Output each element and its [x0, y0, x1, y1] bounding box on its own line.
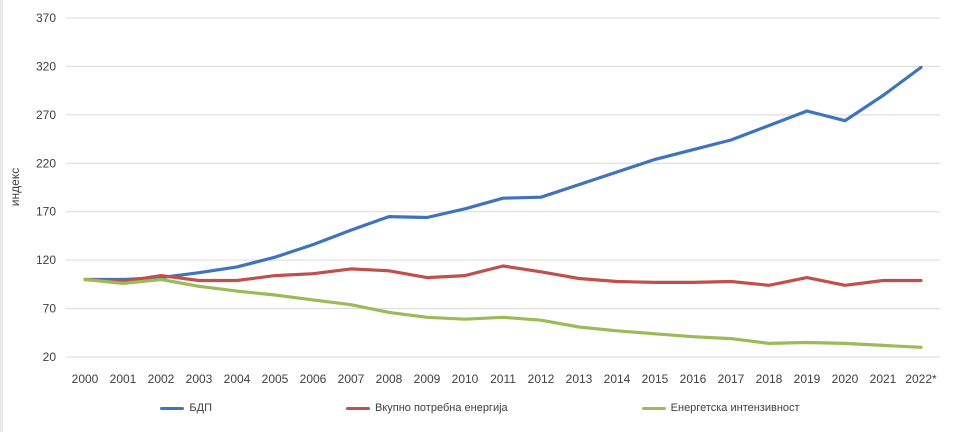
y-tick-label: 20 — [43, 350, 57, 364]
series-line-БДП — [83, 65, 923, 282]
y-tick-label: 270 — [36, 108, 56, 122]
x-tick-label: 2005 — [262, 372, 289, 386]
y-tick-label: 170 — [36, 205, 56, 219]
legend-line-swatch — [160, 406, 185, 410]
x-tick-label: 2013 — [566, 372, 593, 386]
x-tick-label: 2012 — [528, 372, 555, 386]
x-tick-label: 2002 — [148, 372, 175, 386]
y-tick-label: 370 — [36, 11, 56, 25]
y-axis-tick-labels: 370 320 270 220 170 120 70 20 — [36, 11, 56, 364]
legend-item: БДП — [160, 402, 212, 414]
x-tick-label: 2017 — [718, 372, 745, 386]
y-tick-label: 220 — [36, 156, 56, 170]
x-axis-tick-labels: 2000 2001 2002 2003 2004 2005 2006 2007 2008 2009… — [72, 372, 937, 386]
legend-label: Енергетска интензивност — [670, 402, 800, 414]
x-tick-label: 2009 — [414, 372, 441, 386]
series-lines — [83, 65, 923, 349]
y-tick-label: 70 — [43, 302, 57, 316]
x-tick-label: 2004 — [224, 372, 251, 386]
legend-label: Вкупно потребна енергија — [375, 402, 508, 414]
x-tick-label: 2015 — [642, 372, 669, 386]
x-tick-label: 2001 — [110, 372, 137, 386]
x-tick-label: 2014 — [604, 372, 631, 386]
x-tick-label: 2000 — [72, 372, 99, 386]
x-tick-label: 2010 — [452, 372, 479, 386]
legend-line-swatch — [346, 406, 370, 410]
y-tick-label: 320 — [36, 59, 56, 73]
x-tick-label: 2016 — [680, 372, 707, 386]
x-tick-label: 2006 — [300, 372, 327, 386]
legend-item: Вкупно потребна енергија — [346, 402, 508, 414]
x-tick-label: 2007 — [338, 372, 365, 386]
chart-legend: БДП Вкупно потребна енергија Енергетска ин… — [0, 396, 960, 420]
x-tick-label: 2018 — [756, 372, 783, 386]
x-tick-label: 2008 — [376, 372, 403, 386]
series-line-Енергетска интензивност — [83, 277, 923, 349]
x-tick-label: 2022* — [905, 372, 937, 386]
legend-line-swatch — [641, 406, 666, 410]
y-axis-title: индекс — [8, 168, 22, 206]
legend-label: БДП — [189, 402, 212, 414]
x-tick-label: 2020 — [832, 372, 859, 386]
page-left-edge — [0, 0, 3, 432]
x-tick-label: 2003 — [186, 372, 213, 386]
gridlines — [66, 17, 940, 358]
series-line-Вкупно потребна енергија — [83, 264, 923, 287]
x-tick-label: 2021 — [870, 372, 897, 386]
y-tick-label: 120 — [36, 253, 56, 267]
legend-item: Енергетска интензивност — [641, 402, 800, 414]
x-tick-label: 2011 — [490, 372, 516, 386]
x-tick-label: 2019 — [794, 372, 821, 386]
